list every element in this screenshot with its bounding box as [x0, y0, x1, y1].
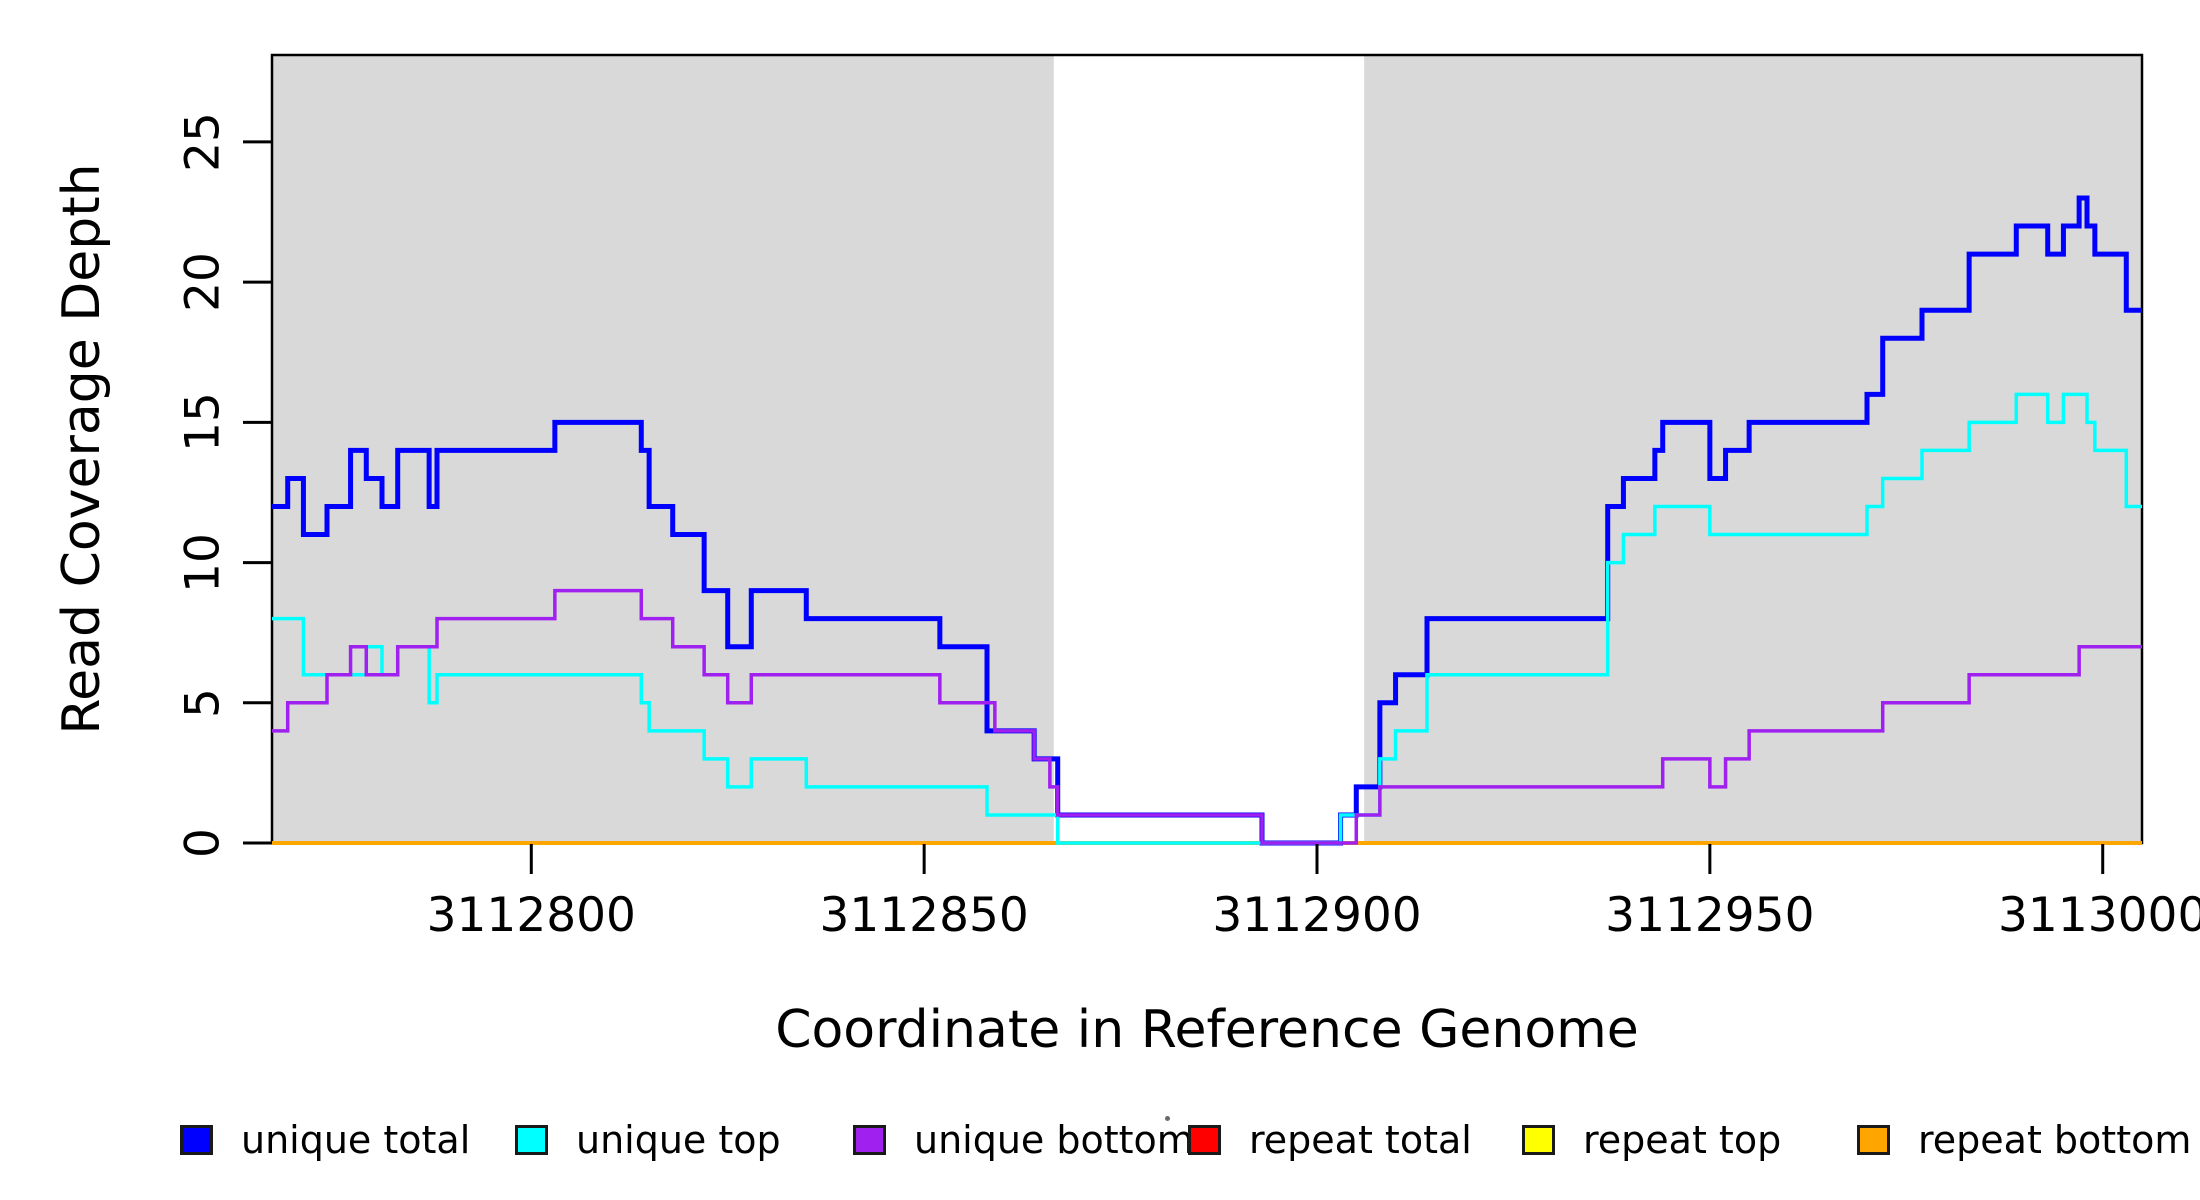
legend-label: unique total: [241, 1118, 471, 1162]
y-tick-label: 10: [175, 532, 231, 593]
x-tick-label: 3112800: [426, 888, 636, 943]
legend-item-repeat-top: repeat top: [1522, 1118, 1781, 1162]
stray-dot-artifact: [1165, 1116, 1170, 1121]
legend-swatch-icon: [853, 1125, 886, 1155]
series-unique-bottom: [272, 588, 2142, 845]
legend-label: repeat total: [1249, 1118, 1472, 1162]
series-unique-top: [272, 392, 2142, 845]
legend-label: unique bottom: [914, 1118, 1194, 1162]
legend-swatch-icon: [1857, 1125, 1890, 1155]
legend-item-repeat-total: repeat total: [1188, 1118, 1472, 1162]
shaded-mappable-region: [272, 55, 1054, 843]
legend-swatch-icon: [1522, 1125, 1555, 1155]
x-tick-label: 3112850: [819, 888, 1029, 943]
y-axis-title: Read Coverage Depth: [52, 163, 112, 735]
legend-swatch-icon: [180, 1125, 213, 1155]
legend-item-unique-top: unique top: [515, 1118, 781, 1162]
y-tick-label: 20: [175, 252, 231, 313]
legend-label: repeat bottom: [1918, 1118, 2192, 1162]
x-tick-label: 3112950: [1605, 888, 1815, 943]
legend-label: repeat top: [1583, 1118, 1782, 1162]
legend-item-unique-bottom: unique bottom: [853, 1118, 1194, 1162]
y-tick-label: 5: [175, 687, 231, 718]
y-tick-label: 25: [175, 112, 231, 172]
x-tick-label: 3112900: [1212, 888, 1422, 943]
shaded-mappable-region: [1364, 55, 2142, 843]
legend-item-unique-total: unique total: [180, 1118, 470, 1162]
legend-item-repeat-bottom: repeat bottom: [1857, 1118, 2191, 1162]
y-tick-label: 0: [175, 828, 231, 858]
legend-swatch-icon: [1188, 1125, 1221, 1155]
x-tick-label: 3113000: [1998, 888, 2200, 943]
legend-label: unique top: [576, 1118, 781, 1162]
legend-swatch-icon: [515, 1125, 548, 1155]
y-tick-label: 15: [175, 392, 231, 453]
x-axis-title: Coordinate in Reference Genome: [775, 1000, 1639, 1060]
